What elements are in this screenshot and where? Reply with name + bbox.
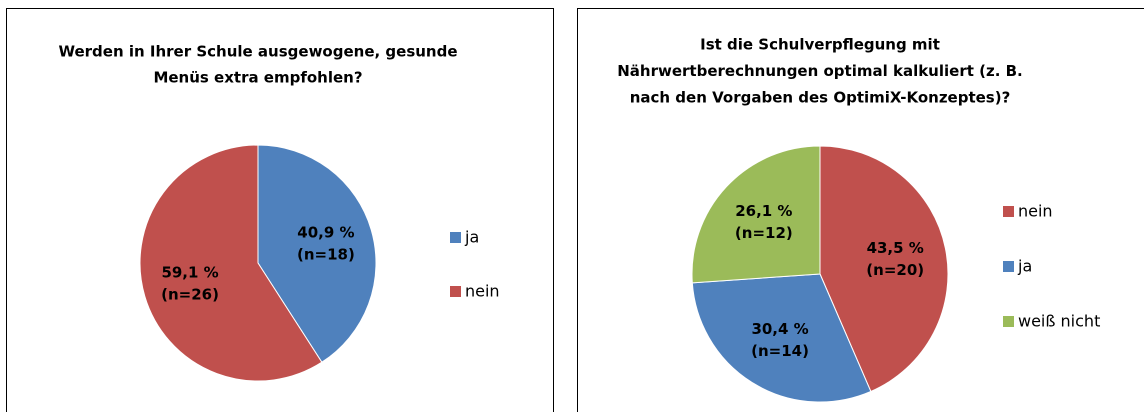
legend-label: ja xyxy=(464,228,479,247)
legend-swatch xyxy=(1003,206,1014,217)
count-label: (n=20) xyxy=(866,261,924,279)
legend-label: weiß nicht xyxy=(1018,312,1100,331)
legend-swatch xyxy=(450,286,461,297)
data-label: 26,1 % xyxy=(735,202,792,220)
legend-swatch xyxy=(1003,316,1014,327)
count-label: (n=26) xyxy=(161,285,219,303)
chart-title: Werden in Ihrer Schule ausgewogene, gesu… xyxy=(58,43,457,61)
pie-slice xyxy=(819,145,949,393)
pie-slice xyxy=(691,273,872,403)
count-label: (n=18) xyxy=(297,246,355,264)
data-label: 43,5 % xyxy=(867,239,924,257)
panel-border xyxy=(6,8,554,412)
count-label: (n=14) xyxy=(751,342,809,360)
pie-slice xyxy=(691,145,821,284)
chart-title: Nährwertberechnungen optimal kalkuliert … xyxy=(617,62,1023,80)
legend-swatch xyxy=(450,232,461,243)
legend-label: nein xyxy=(1018,202,1053,221)
chart-title: Ist die Schulverpflegung mit xyxy=(700,36,940,54)
panel-border xyxy=(577,8,1144,412)
legend-label: ja xyxy=(1017,257,1032,276)
legend-swatch xyxy=(1003,261,1014,272)
legend-label: nein xyxy=(465,282,500,301)
chart-title: Menüs extra empfohlen? xyxy=(153,69,362,87)
data-label: 30,4 % xyxy=(751,320,808,338)
data-label: 59,1 % xyxy=(161,263,218,281)
data-label: 40,9 % xyxy=(297,224,354,242)
count-label: (n=12) xyxy=(735,224,793,242)
pie-slice xyxy=(139,144,323,382)
chart-title: nach den Vorgaben des OptimiX-Konzeptes)… xyxy=(630,89,1011,107)
